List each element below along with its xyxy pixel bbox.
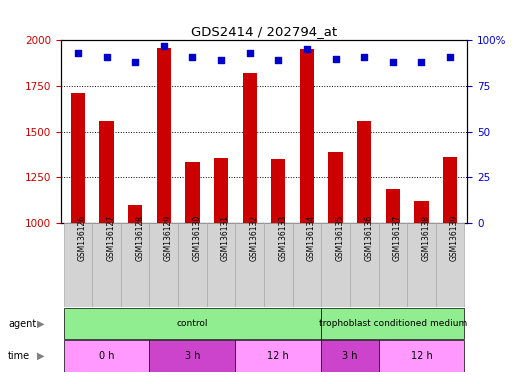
Point bbox=[74, 50, 82, 56]
Text: 12 h: 12 h bbox=[411, 351, 432, 361]
Bar bbox=[242, 73, 257, 223]
Bar bbox=[235, 223, 264, 307]
Bar bbox=[328, 152, 343, 223]
Point bbox=[131, 59, 139, 65]
Point bbox=[217, 57, 225, 63]
Bar bbox=[350, 223, 379, 307]
Bar bbox=[92, 223, 121, 307]
Bar bbox=[128, 205, 143, 223]
Bar bbox=[407, 223, 436, 307]
Text: GSM136135: GSM136135 bbox=[336, 215, 345, 261]
Bar bbox=[71, 93, 85, 223]
Bar bbox=[63, 223, 92, 307]
Bar bbox=[99, 121, 114, 223]
Bar bbox=[185, 162, 200, 223]
Point bbox=[446, 54, 454, 60]
Bar bbox=[264, 223, 293, 307]
Bar bbox=[414, 201, 429, 223]
Bar bbox=[443, 157, 457, 223]
Bar bbox=[300, 50, 314, 223]
Point bbox=[188, 54, 196, 60]
Point bbox=[417, 59, 426, 65]
Bar bbox=[293, 223, 321, 307]
Text: 3 h: 3 h bbox=[342, 351, 357, 361]
Point bbox=[360, 54, 369, 60]
Bar bbox=[379, 223, 407, 307]
Text: time: time bbox=[8, 351, 30, 361]
Bar bbox=[379, 341, 465, 372]
Bar bbox=[63, 341, 149, 372]
Bar bbox=[436, 223, 465, 307]
Title: GDS2414 / 202794_at: GDS2414 / 202794_at bbox=[191, 25, 337, 38]
Text: trophoblast conditioned medium: trophoblast conditioned medium bbox=[319, 319, 467, 328]
Bar bbox=[149, 223, 178, 307]
Text: ▶: ▶ bbox=[37, 318, 44, 329]
Text: GSM136137: GSM136137 bbox=[393, 215, 402, 261]
Bar bbox=[149, 341, 235, 372]
Text: 0 h: 0 h bbox=[99, 351, 114, 361]
Text: GSM136131: GSM136131 bbox=[221, 215, 230, 261]
Bar bbox=[121, 223, 149, 307]
Text: GSM136127: GSM136127 bbox=[107, 215, 116, 261]
Point bbox=[303, 46, 311, 53]
Point bbox=[274, 57, 282, 63]
Bar bbox=[271, 159, 286, 223]
Bar bbox=[357, 121, 371, 223]
Text: GSM136134: GSM136134 bbox=[307, 215, 316, 261]
Bar bbox=[157, 48, 171, 223]
Bar bbox=[321, 308, 465, 339]
Text: GSM136126: GSM136126 bbox=[78, 215, 87, 261]
Point bbox=[102, 54, 111, 60]
Bar bbox=[321, 341, 379, 372]
Text: ▶: ▶ bbox=[37, 351, 44, 361]
Text: GSM136138: GSM136138 bbox=[421, 215, 430, 261]
Text: control: control bbox=[177, 319, 208, 328]
Bar bbox=[178, 223, 207, 307]
Text: 3 h: 3 h bbox=[185, 351, 200, 361]
Text: GSM136128: GSM136128 bbox=[135, 215, 144, 261]
Bar bbox=[207, 223, 235, 307]
Text: GSM136130: GSM136130 bbox=[192, 215, 201, 261]
Text: 12 h: 12 h bbox=[268, 351, 289, 361]
Bar bbox=[321, 223, 350, 307]
Text: GSM136129: GSM136129 bbox=[164, 215, 173, 261]
Text: GSM136132: GSM136132 bbox=[250, 215, 259, 261]
Bar bbox=[63, 308, 321, 339]
Bar bbox=[214, 158, 228, 223]
Text: GSM136136: GSM136136 bbox=[364, 215, 373, 261]
Bar bbox=[235, 341, 321, 372]
Point bbox=[159, 43, 168, 49]
Bar bbox=[385, 189, 400, 223]
Point bbox=[246, 50, 254, 56]
Point bbox=[389, 59, 397, 65]
Text: GSM136133: GSM136133 bbox=[278, 215, 287, 261]
Text: GSM136139: GSM136139 bbox=[450, 215, 459, 261]
Text: agent: agent bbox=[8, 318, 36, 329]
Point bbox=[332, 56, 340, 62]
